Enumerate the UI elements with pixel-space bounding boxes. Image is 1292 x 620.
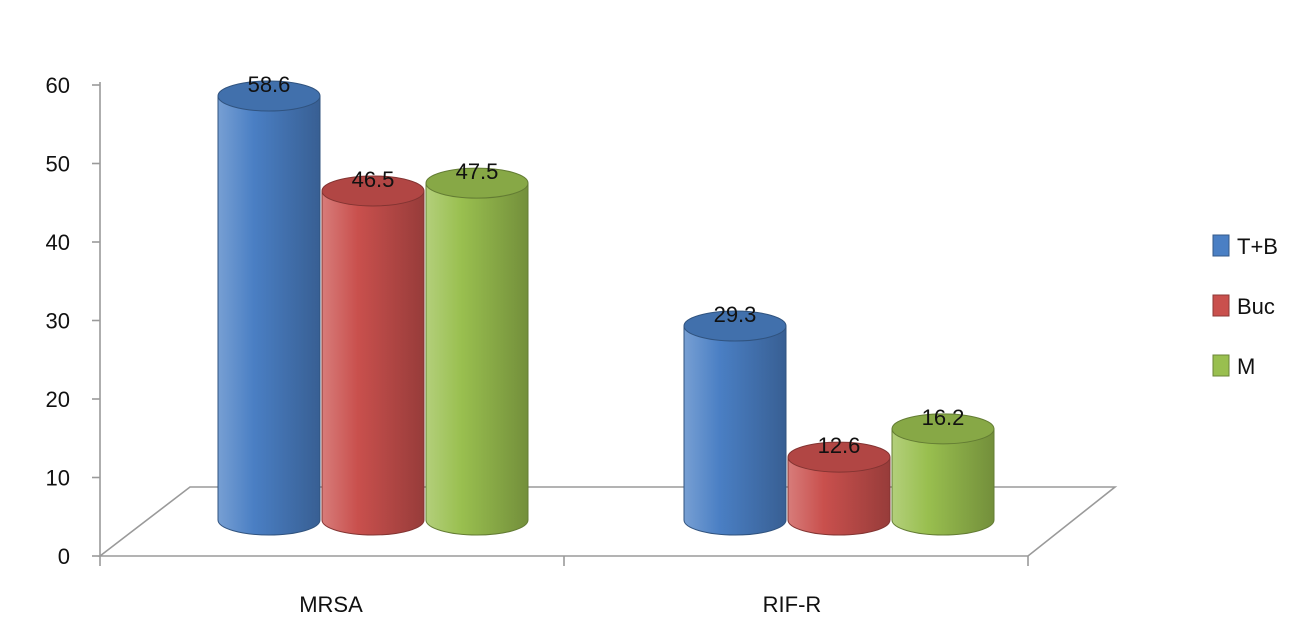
data-label: 47.5 (456, 159, 499, 184)
legend-label: T+B (1237, 234, 1278, 259)
bar-top (217, 80, 321, 112)
bar-body (425, 182, 529, 536)
legend-swatch (1212, 294, 1230, 317)
y-axis-ticks: 0 10 20 30 40 50 60 (46, 73, 100, 569)
y-tick-label: 0 (58, 544, 70, 569)
legend: T+B Buc M (1212, 234, 1278, 379)
bar-body (787, 456, 891, 536)
data-label: 12.6 (818, 433, 861, 458)
bar-top (683, 310, 787, 342)
legend-swatch (1212, 234, 1230, 257)
bar-top (425, 167, 529, 199)
data-label: 58.6 (248, 72, 291, 97)
y-tick-label: 40 (46, 230, 70, 255)
legend-swatch (1212, 354, 1230, 377)
y-tick-label: 20 (46, 387, 70, 412)
legend-label: Buc (1237, 294, 1275, 319)
bar-Buc-RIF-R (787, 441, 891, 536)
data-label: 29.3 (714, 302, 757, 327)
bar-top (321, 175, 425, 207)
bars-group (217, 80, 995, 536)
bar-M-RIF-R (891, 413, 995, 536)
y-tick-label: 60 (46, 73, 70, 98)
bar-Buc-MRSA (321, 175, 425, 536)
x-axis-category-labels: MRSA RIF-R (299, 592, 821, 617)
data-label: 16.2 (922, 405, 965, 430)
bar-body (891, 428, 995, 536)
y-tick-label: 50 (46, 152, 70, 177)
data-labels-group: 58.6 46.5 47.5 29.3 12.6 16.2 (248, 72, 965, 458)
bar-M-MRSA (425, 167, 529, 536)
bar-body (217, 95, 321, 536)
bar-T+B-RIF-R (683, 310, 787, 536)
category-label: RIF-R (763, 592, 822, 617)
category-label: MRSA (299, 592, 363, 617)
bar-top (787, 441, 891, 473)
data-label: 46.5 (352, 167, 395, 192)
y-tick-label: 10 (46, 466, 70, 491)
bar-T+B-MRSA (217, 80, 321, 536)
legend-label: M (1237, 354, 1255, 379)
bar-body (321, 190, 425, 536)
y-tick-label: 30 (46, 309, 70, 334)
bar-top (891, 413, 995, 445)
bar-body (683, 325, 787, 536)
